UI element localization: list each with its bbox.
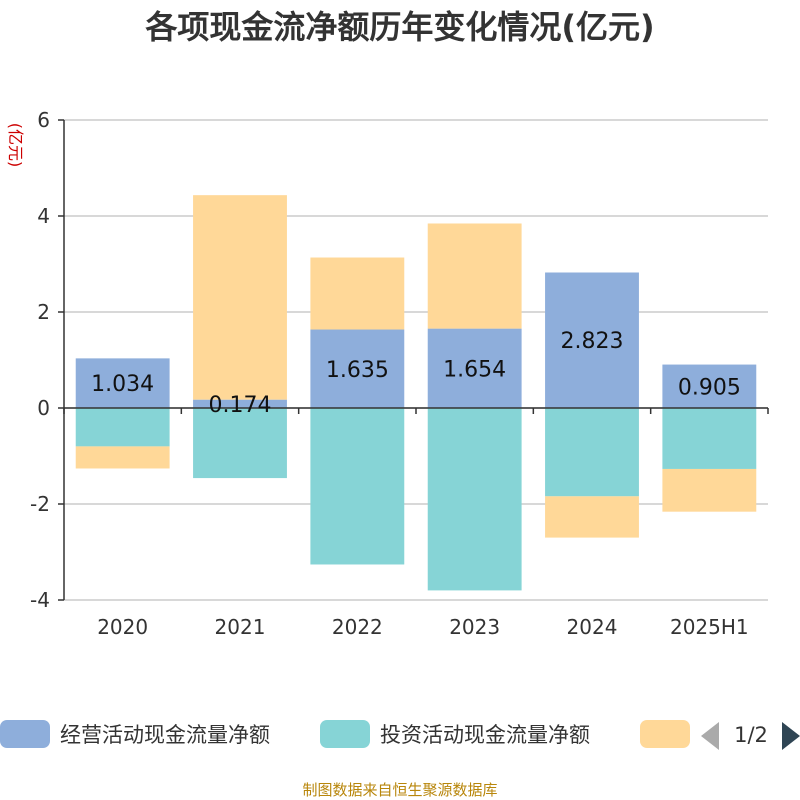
bar-series-2-2022 <box>310 408 405 565</box>
x-axis-ticks: 2020 2021 2022 2023 2024 2025H1 <box>63 408 769 639</box>
legend-page-indicator: 1/2 <box>734 723 768 747</box>
bar-series-3-2023 <box>427 223 522 329</box>
source-text: 制图数据来自恒生聚源数据库 <box>302 781 497 799</box>
y-tick-label: 2 <box>37 300 50 324</box>
x-tick-label: 2021 <box>215 615 266 639</box>
legend-label-2[interactable]: 投资活动现金流量净额 <box>380 723 590 747</box>
bar-series-2-2020 <box>75 408 170 447</box>
bar-series-2-2021 <box>193 408 287 479</box>
y-tick-label: 0 <box>37 396 50 420</box>
bar-series-2-2025H1 <box>662 408 757 469</box>
data-label-2023: 1.654 <box>443 357 506 382</box>
bar-series-3-2024 <box>545 496 639 538</box>
bar-series-1-2023 <box>427 328 522 408</box>
data-label-2025H1: 0.905 <box>678 375 741 400</box>
bar-series-2-2024 <box>545 408 639 497</box>
data-label-2021: 0.174 <box>209 393 272 418</box>
bar-series-3-2022 <box>310 257 405 330</box>
x-tick-label: 2024 <box>567 615 618 639</box>
data-label-2022: 1.635 <box>326 358 389 383</box>
legend-label-1[interactable]: 经营活动现金流量净额 <box>60 723 270 747</box>
y-tick-label: -4 <box>30 588 50 612</box>
x-tick-label: 2025H1 <box>670 615 749 639</box>
y-axis-ticks: 6 4 2 0 -2 -4 <box>30 108 64 612</box>
data-label-2024: 2.823 <box>561 329 624 354</box>
data-label-2020: 1.034 <box>91 372 154 397</box>
legend: 经营活动现金流量净额 投资活动现金流量净额 1/2 <box>0 720 800 750</box>
y-tick-label: -2 <box>30 492 50 516</box>
bar-series-1-2022 <box>310 329 405 408</box>
bar-series-1-2020 <box>75 358 170 408</box>
y-axis-unit-label: (亿元) <box>6 123 25 168</box>
legend-swatch-1[interactable] <box>0 720 50 748</box>
y-tick-label: 4 <box>37 204 50 228</box>
legend-prev-page-icon[interactable] <box>701 722 719 750</box>
bars <box>75 195 757 591</box>
x-tick-label: 2020 <box>97 615 148 639</box>
bar-series-1-2025H1 <box>662 364 757 408</box>
legend-swatch-2[interactable] <box>320 720 370 748</box>
chart-title: 各项现金流净额历年变化情况(亿元) <box>145 8 654 46</box>
bar-series-1-2024 <box>545 272 639 408</box>
bar-series-1-2021 <box>193 399 287 408</box>
bar-series-3-2020 <box>75 446 170 469</box>
legend-next-page-icon[interactable] <box>782 722 800 750</box>
bar-series-3-2025H1 <box>662 468 757 512</box>
x-tick-label: 2023 <box>449 615 500 639</box>
bar-series-3-2021 <box>193 195 287 400</box>
data-labels: 1.034 0.174 1.635 1.654 2.823 0.905 <box>91 329 741 418</box>
bar-series-2-2023 <box>427 408 522 591</box>
y-tick-label: 6 <box>37 108 50 132</box>
x-tick-label: 2022 <box>332 615 383 639</box>
legend-swatch-3[interactable] <box>640 720 690 748</box>
